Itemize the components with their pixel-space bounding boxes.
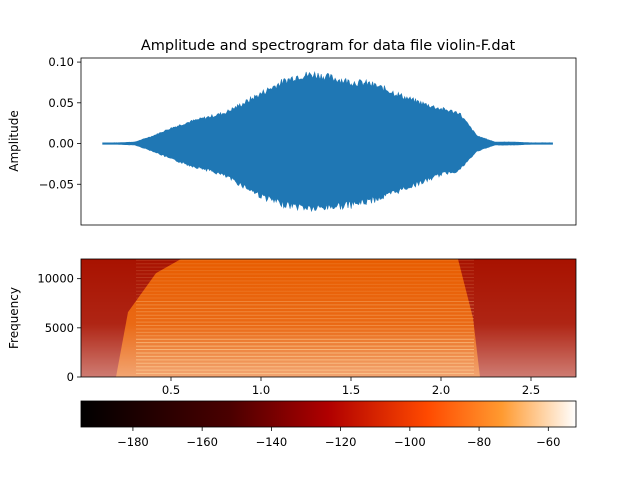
amplitude-y-ticks: 0.10 0.05 0.00 −0.05 bbox=[39, 55, 81, 191]
spectrogram-x-tick-label: 1.0 bbox=[252, 383, 270, 397]
amplitude-y-tick-label: 0.00 bbox=[48, 137, 74, 151]
colorbar-tick-label: −180 bbox=[117, 435, 149, 449]
amplitude-y-tick-label: 0.10 bbox=[48, 55, 74, 69]
spectrogram-harmonics bbox=[136, 259, 474, 375]
spectrogram-y-axis-label: Frequency bbox=[7, 287, 21, 349]
amplitude-panel: Amplitude and spectrogram for data file … bbox=[7, 38, 577, 226]
colorbar-tick-label: −140 bbox=[256, 435, 288, 449]
spectrogram-y-ticks: 10000 5000 0 bbox=[37, 272, 81, 384]
spectrogram-x-tick-label: 1.5 bbox=[342, 383, 360, 397]
spectrogram-x-ticks: 0.5 1.0 1.5 2.0 2.5 bbox=[162, 377, 540, 397]
spectrogram-x-tick-label: 2.5 bbox=[522, 383, 540, 397]
colorbar-tick-label: −100 bbox=[394, 435, 426, 449]
spectrogram-x-tick-label: 2.0 bbox=[432, 383, 450, 397]
spectrogram-y-tick-label: 10000 bbox=[37, 272, 74, 286]
spectrogram-x-tick-label: 0.5 bbox=[162, 383, 180, 397]
colorbar-tick-label: −120 bbox=[325, 435, 357, 449]
colorbar-ticks: −180 −160 −140 −120 −100 −80 −60 bbox=[117, 427, 560, 449]
chart-title: Amplitude and spectrogram for data file … bbox=[141, 38, 516, 54]
colorbar-tick-label: −80 bbox=[467, 435, 491, 449]
colorbar: −180 −160 −140 −120 −100 −80 −60 bbox=[80, 400, 577, 449]
amplitude-y-tick-label: −0.05 bbox=[39, 177, 74, 191]
spectrogram-low-frequency-shade bbox=[81, 259, 576, 377]
amplitude-y-axis-label: Amplitude bbox=[7, 110, 21, 172]
spectrogram-y-tick-label: 0 bbox=[67, 370, 74, 384]
spectrogram-panel: 10000 5000 0 0.5 1.0 1.5 2.0 2.5 Frequency bbox=[7, 258, 577, 397]
colorbar-tick-label: −160 bbox=[186, 435, 218, 449]
spectrogram-axes-frame bbox=[80, 258, 577, 378]
spectrogram-y-tick-label: 5000 bbox=[45, 321, 74, 335]
colorbar-gradient bbox=[80, 400, 577, 428]
colorbar-tick-label: −60 bbox=[536, 435, 560, 449]
amplitude-y-tick-label: 0.05 bbox=[48, 96, 74, 110]
waveform-series bbox=[102, 71, 553, 213]
